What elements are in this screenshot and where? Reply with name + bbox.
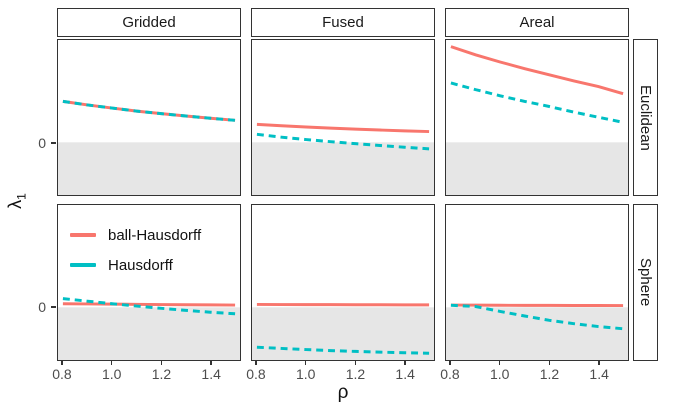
facet-strip-areal: Areal: [445, 8, 629, 37]
series-line-hausdorff: [450, 303, 624, 331]
facet-strip-sphere: Sphere: [633, 204, 658, 361]
y-tick-label-sphere-zero: 0: [38, 299, 46, 315]
shaded-negative-region: [58, 307, 240, 360]
x-tick-mark: [498, 361, 501, 365]
y-tick-mark-euclidean-zero: [51, 142, 56, 144]
panel-areal-euclidean: [445, 39, 629, 196]
facet-strip-gridded: Gridded: [57, 8, 241, 37]
facet-strip-label: Sphere: [637, 258, 654, 307]
x-tick-label: 0.8: [440, 366, 460, 382]
legend-label: Hausdorff: [108, 256, 173, 274]
panel-plot-area: [252, 302, 434, 360]
lambda-symbol: λ: [5, 199, 25, 209]
x-tick-mark: [598, 361, 600, 365]
x-axis-label: ρ: [337, 382, 349, 403]
facet-strip-label: Areal: [519, 14, 555, 31]
x-tick-mark: [160, 361, 163, 365]
x-axis-fused: 0.8 1.0 1.2 1.4: [246, 361, 435, 383]
x-tick-label: 1.2: [539, 366, 560, 382]
panel-plot-area: [252, 122, 434, 195]
shaded-negative-region: [446, 307, 628, 360]
legend-key-ball-hausdorff: [70, 233, 96, 237]
x-tick-label: 0.8: [246, 366, 266, 382]
y-axis-label: λ1: [0, 186, 32, 216]
shaded-negative-region: [58, 142, 240, 195]
panel-gridded-euclidean: [57, 39, 241, 196]
shaded-negative-region: [252, 142, 434, 195]
facet-strip-label: Gridded: [122, 14, 176, 31]
panel-plot-area: [446, 45, 628, 195]
x-tick-label: 1.4: [395, 366, 415, 382]
legend-item-hausdorff: Hausdorff: [70, 250, 230, 280]
x-tick-label: 1.2: [151, 366, 172, 382]
panel-fused-sphere: [251, 204, 435, 361]
x-tick-mark: [354, 361, 357, 365]
x-tick-mark: [110, 361, 113, 365]
panel-plot-area: [446, 303, 628, 360]
panel-gridded-sphere: [57, 204, 241, 361]
series-line-ball-hausdorff: [450, 45, 624, 96]
legend: ball-Hausdorff Hausdorff: [70, 220, 230, 280]
series-line-hausdorff: [256, 345, 430, 355]
series-line-hausdorff: [450, 81, 624, 124]
x-tick-label: 1.4: [201, 366, 221, 382]
facet-strip-euclidean: Euclidean: [633, 39, 658, 196]
x-tick-mark: [61, 361, 63, 365]
legend-label: ball-Hausdorff: [108, 226, 202, 244]
x-axis-areal: 0.8 1.0 1.2 1.4: [440, 361, 629, 383]
x-axis-gridded: 0.8 1.0 1.2 1.4: [52, 361, 241, 383]
shaded-negative-region: [446, 142, 628, 195]
x-tick-label: 1.0: [295, 366, 316, 382]
facet-strip-label: Euclidean: [637, 84, 654, 151]
x-tick-label: 1.0: [489, 366, 510, 382]
x-tick-mark: [210, 361, 212, 365]
x-tick-mark: [404, 361, 406, 365]
y-tick-label-euclidean-zero: 0: [38, 135, 46, 151]
series-line-ball-hausdorff: [62, 302, 236, 307]
lambda-subscript: 1: [14, 193, 29, 200]
x-tick-label: 0.8: [52, 366, 72, 382]
facet-strip-label: Fused: [322, 14, 364, 31]
facet-strip-fused: Fused: [251, 8, 435, 37]
panel-areal-sphere: [445, 204, 629, 361]
panel-plot-area: [58, 297, 240, 360]
panel-fused-euclidean: [251, 39, 435, 196]
series-line-hausdorff: [256, 132, 430, 151]
series-line-hausdorff: [62, 297, 236, 316]
legend-item-ball-hausdorff: ball-Hausdorff: [70, 220, 230, 250]
legend-key-hausdorff: [70, 263, 96, 267]
x-tick-label: 1.0: [101, 366, 122, 382]
series-line-ball-hausdorff: [450, 303, 624, 308]
x-tick-mark: [255, 361, 257, 365]
series-line-hausdorff: [62, 99, 236, 122]
panel-plot-area: [58, 99, 240, 195]
x-tick-label: 1.4: [589, 366, 609, 382]
y-tick-mark-sphere-zero: [51, 306, 56, 308]
x-tick-mark: [449, 361, 451, 365]
x-tick-mark: [548, 361, 551, 365]
series-line-ball-hausdorff: [256, 122, 430, 134]
x-tick-label: 1.2: [345, 366, 366, 382]
x-tick-mark: [304, 361, 307, 365]
